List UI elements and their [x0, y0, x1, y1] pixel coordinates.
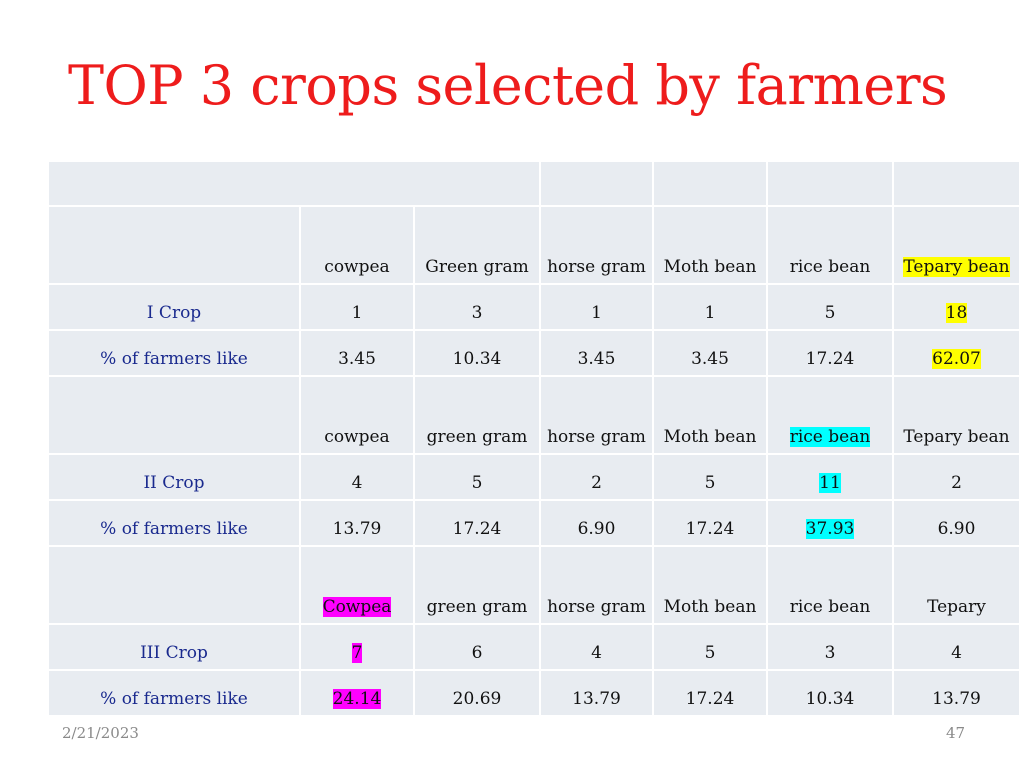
table-row: I Crop 1 3 1 1 5 18	[47, 283, 1021, 331]
table-cell	[652, 160, 768, 207]
highlighted-text: 37.93	[805, 519, 855, 539]
crop-name-cell: green gram	[413, 545, 541, 625]
count-cell: 5	[652, 453, 768, 501]
crop-name-cell: Green gram	[413, 205, 541, 285]
crop-name-cell: cowpea	[299, 205, 415, 285]
percent-cell: 6.90	[539, 499, 654, 547]
percent-cell: 20.69	[413, 669, 541, 717]
count-cell: 7	[299, 623, 415, 671]
table-header-row	[47, 160, 1021, 207]
row-label: II Crop	[47, 453, 301, 501]
crop-name-cell: Moth bean	[652, 375, 768, 455]
percent-cell: 3.45	[539, 329, 654, 377]
table-row: Cowpea green gram horse gram Moth bean r…	[47, 545, 1021, 625]
row-label: I Crop	[47, 283, 301, 331]
percent-cell: 13.79	[539, 669, 654, 717]
crop-name-cell: rice bean	[766, 545, 894, 625]
crop-name-cell: Cowpea	[299, 545, 415, 625]
percent-cell: 13.79	[299, 499, 415, 547]
count-cell: 4	[299, 453, 415, 501]
highlighted-text: Tepary bean	[903, 257, 1010, 277]
slide-page-number: 47	[946, 724, 966, 742]
crop-name-cell: Tepary bean	[892, 375, 1021, 455]
percent-cell: 17.24	[652, 499, 768, 547]
percent-cell: 17.24	[652, 669, 768, 717]
percent-cell: 10.34	[413, 329, 541, 377]
count-cell: 18	[892, 283, 1021, 331]
percent-cell: 37.93	[766, 499, 894, 547]
count-cell: 1	[299, 283, 415, 331]
table-row: II Crop 4 5 2 5 11 2	[47, 453, 1021, 501]
count-cell: 3	[766, 623, 894, 671]
crop-name-cell: Tepary	[892, 545, 1021, 625]
count-cell: 11	[766, 453, 894, 501]
percent-cell: 3.45	[299, 329, 415, 377]
percent-cell: 13.79	[892, 669, 1021, 717]
percent-cell: 62.07	[892, 329, 1021, 377]
row-label: % of farmers like	[47, 329, 301, 377]
highlighted-text: 24.14	[332, 689, 382, 709]
count-cell: 3	[413, 283, 541, 331]
highlighted-text: 62.07	[932, 349, 981, 369]
count-cell: 4	[892, 623, 1021, 671]
count-cell: 2	[539, 453, 654, 501]
percent-cell: 17.24	[413, 499, 541, 547]
table-cell	[766, 160, 894, 207]
highlighted-text: 18	[945, 303, 968, 323]
count-cell: 5	[652, 623, 768, 671]
count-cell: 5	[413, 453, 541, 501]
table-cell	[539, 160, 654, 207]
table-cell	[47, 545, 301, 625]
count-cell: 6	[413, 623, 541, 671]
slide-date: 2/21/2023	[62, 724, 139, 742]
percent-cell: 24.14	[299, 669, 415, 717]
row-label: % of farmers like	[47, 669, 301, 717]
crop-name-cell: horse gram	[539, 545, 654, 625]
crop-name-cell: horse gram	[539, 375, 654, 455]
table-row: cowpea green gram horse gram Moth bean r…	[47, 375, 1021, 455]
crop-name-cell: green gram	[413, 375, 541, 455]
table-cell	[47, 375, 301, 455]
count-cell: 4	[539, 623, 654, 671]
crop-name-cell: rice bean	[766, 205, 894, 285]
table-cell	[47, 160, 541, 207]
table-cell	[892, 160, 1021, 207]
crop-selection-table: cowpea Green gram horse gram Moth bean r…	[47, 160, 1021, 717]
crop-name-cell: Tepary bean	[892, 205, 1021, 285]
slide-title: TOP 3 crops selected by farmers	[68, 54, 948, 117]
highlighted-text: 11	[819, 473, 841, 493]
table-cell	[47, 205, 301, 285]
crop-name-cell: horse gram	[539, 205, 654, 285]
count-cell: 2	[892, 453, 1021, 501]
count-cell: 1	[539, 283, 654, 331]
table-row: cowpea Green gram horse gram Moth bean r…	[47, 205, 1021, 285]
table-row: III Crop 7 6 4 5 3 4	[47, 623, 1021, 671]
count-cell: 1	[652, 283, 768, 331]
row-label: % of farmers like	[47, 499, 301, 547]
crop-name-cell: Moth bean	[652, 545, 768, 625]
highlighted-text: rice bean	[789, 427, 871, 447]
percent-cell: 6.90	[892, 499, 1021, 547]
percent-cell: 17.24	[766, 329, 894, 377]
count-cell: 5	[766, 283, 894, 331]
table-row: % of farmers like 24.14 20.69 13.79 17.2…	[47, 669, 1021, 717]
percent-cell: 10.34	[766, 669, 894, 717]
highlighted-text: Cowpea	[322, 597, 392, 617]
table-row: % of farmers like 3.45 10.34 3.45 3.45 1…	[47, 329, 1021, 377]
percent-cell: 3.45	[652, 329, 768, 377]
crop-name-cell: cowpea	[299, 375, 415, 455]
table-row: % of farmers like 13.79 17.24 6.90 17.24…	[47, 499, 1021, 547]
crop-name-cell: rice bean	[766, 375, 894, 455]
crop-name-cell: Moth bean	[652, 205, 768, 285]
row-label: III Crop	[47, 623, 301, 671]
highlighted-text: 7	[351, 643, 363, 663]
